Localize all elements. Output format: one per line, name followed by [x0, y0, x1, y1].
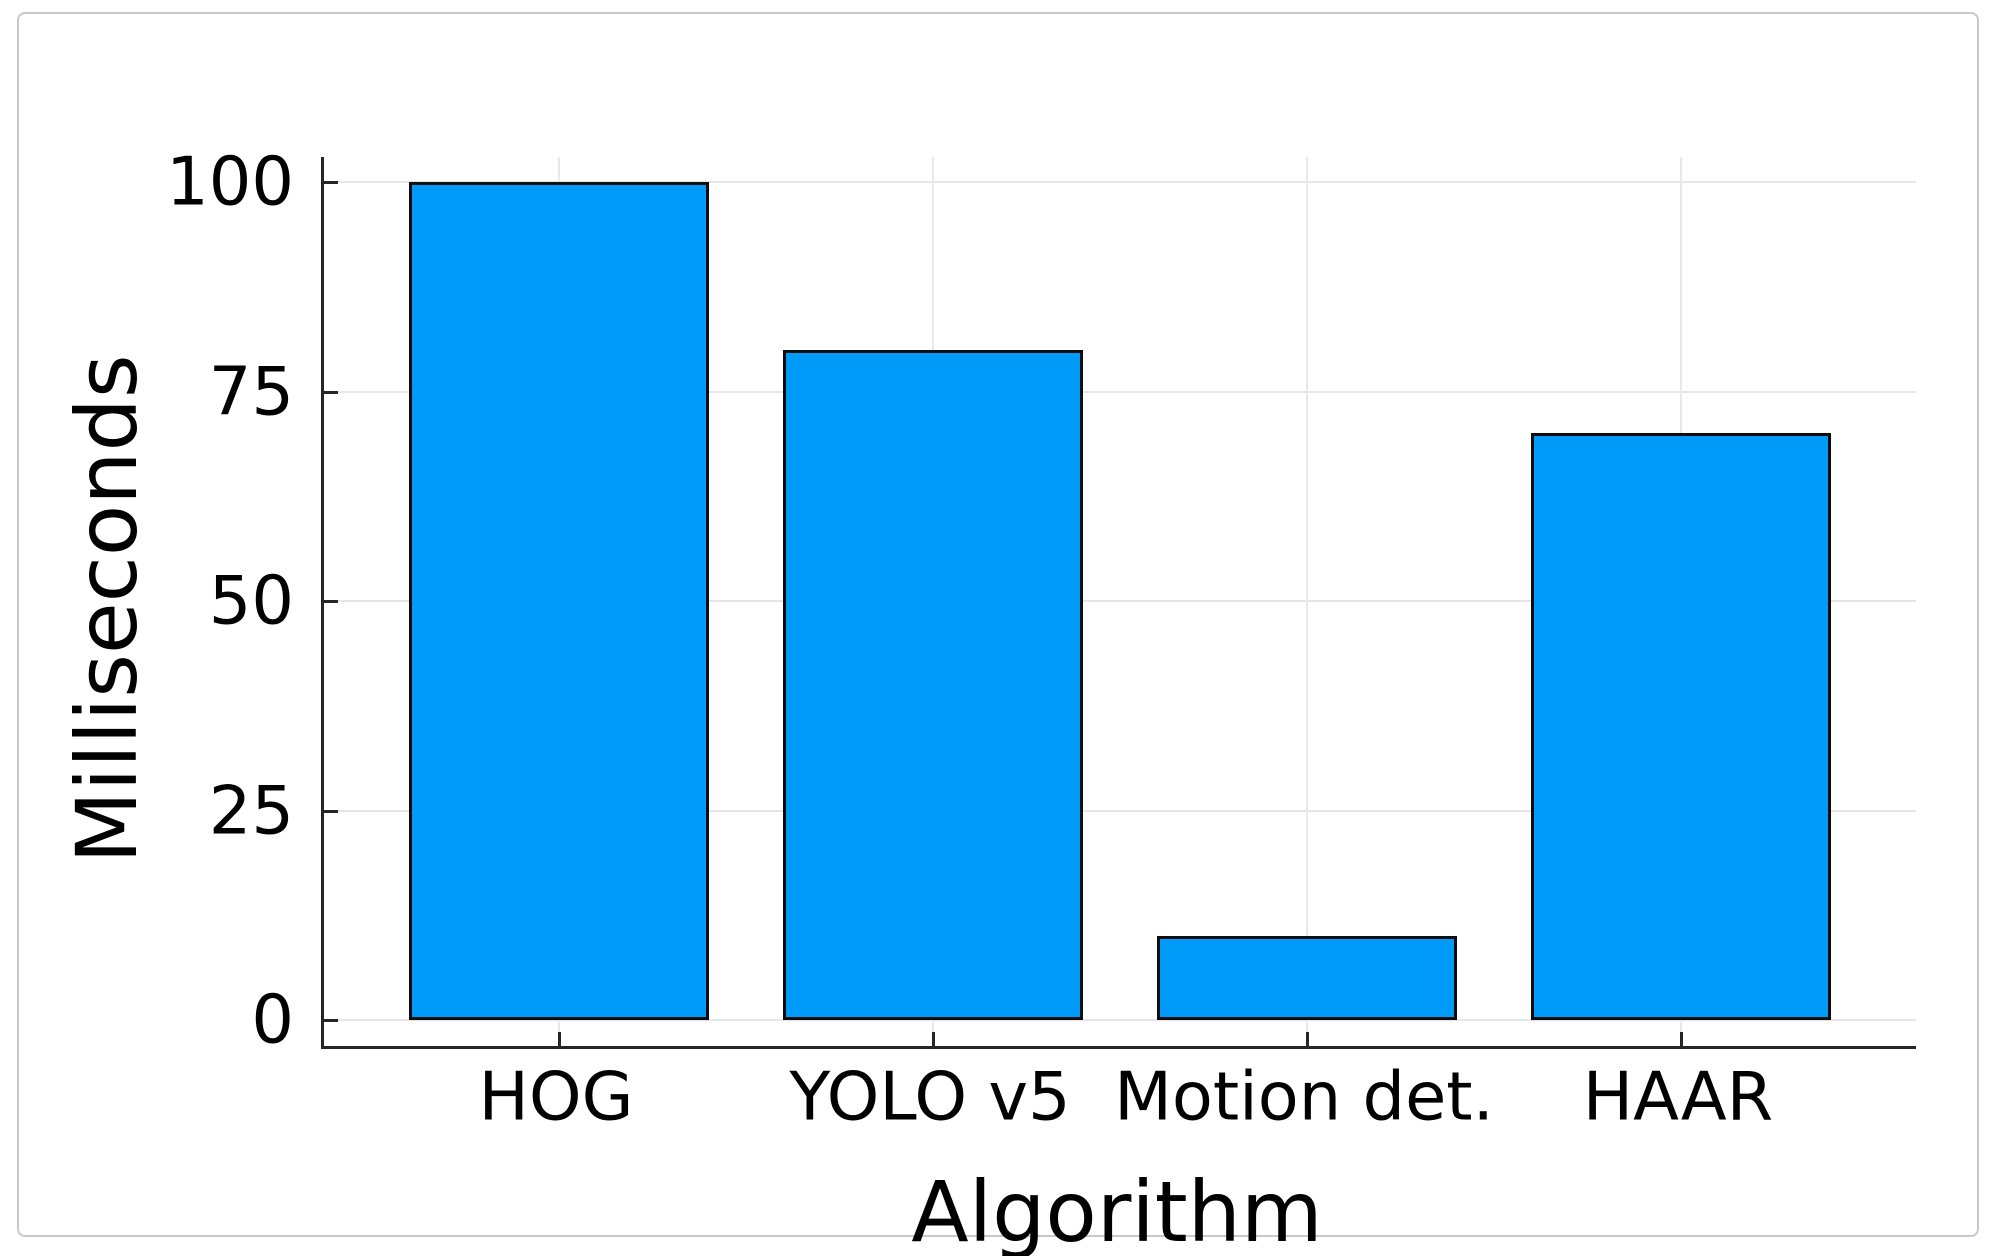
x-tick-label-motion-det: Motion det. [1114, 1057, 1494, 1136]
bar-haar [1531, 433, 1831, 1020]
gridline-y-25 [324, 809, 1916, 812]
x-axis-title: Algorithm [911, 1163, 1323, 1256]
gridline-y-50 [324, 600, 1916, 602]
bar-hog [409, 182, 709, 1020]
chart-card: 0 25 50 75 100 HOG YOLO v5 Motion det. HAAR Mil… [17, 12, 1979, 1254]
y-tick-label-75: 75 [208, 352, 294, 430]
gridline-y-75 [324, 390, 1916, 393]
plot-area [321, 157, 1916, 1049]
x-tick-mark-hog [558, 1032, 561, 1046]
y-axis-title: Milliseconds [58, 354, 156, 864]
bar-yolo-v5 [783, 349, 1083, 1020]
x-tick-mark-haar [1680, 1032, 1683, 1046]
x-tick-mark-yolo-v5 [932, 1032, 935, 1046]
y-tick-label-50: 50 [208, 561, 294, 640]
x-tick-label-haar: HAAR [1582, 1057, 1774, 1136]
x-tick-label-hog: HOG [478, 1057, 634, 1136]
y-tick-mark-75 [324, 390, 338, 394]
y-tick-mark-100 [324, 181, 338, 184]
gridline-y-0 [324, 1019, 1916, 1021]
y-tick-mark-0 [324, 1019, 338, 1022]
bar-motion-det [1157, 936, 1457, 1020]
gridline-y-100 [324, 181, 1916, 183]
y-tick-mark-25 [324, 809, 338, 813]
y-tick-label-100: 100 [166, 142, 294, 221]
x-tick-mark-motion-det [1306, 1032, 1309, 1046]
y-tick-mark-50 [324, 600, 338, 603]
x-tick-label-yolo-v5: YOLO v5 [789, 1057, 1071, 1136]
y-tick-label-25: 25 [208, 771, 294, 849]
gridline-x-motion-det [1306, 157, 1308, 1046]
y-tick-label-0: 0 [251, 980, 294, 1059]
